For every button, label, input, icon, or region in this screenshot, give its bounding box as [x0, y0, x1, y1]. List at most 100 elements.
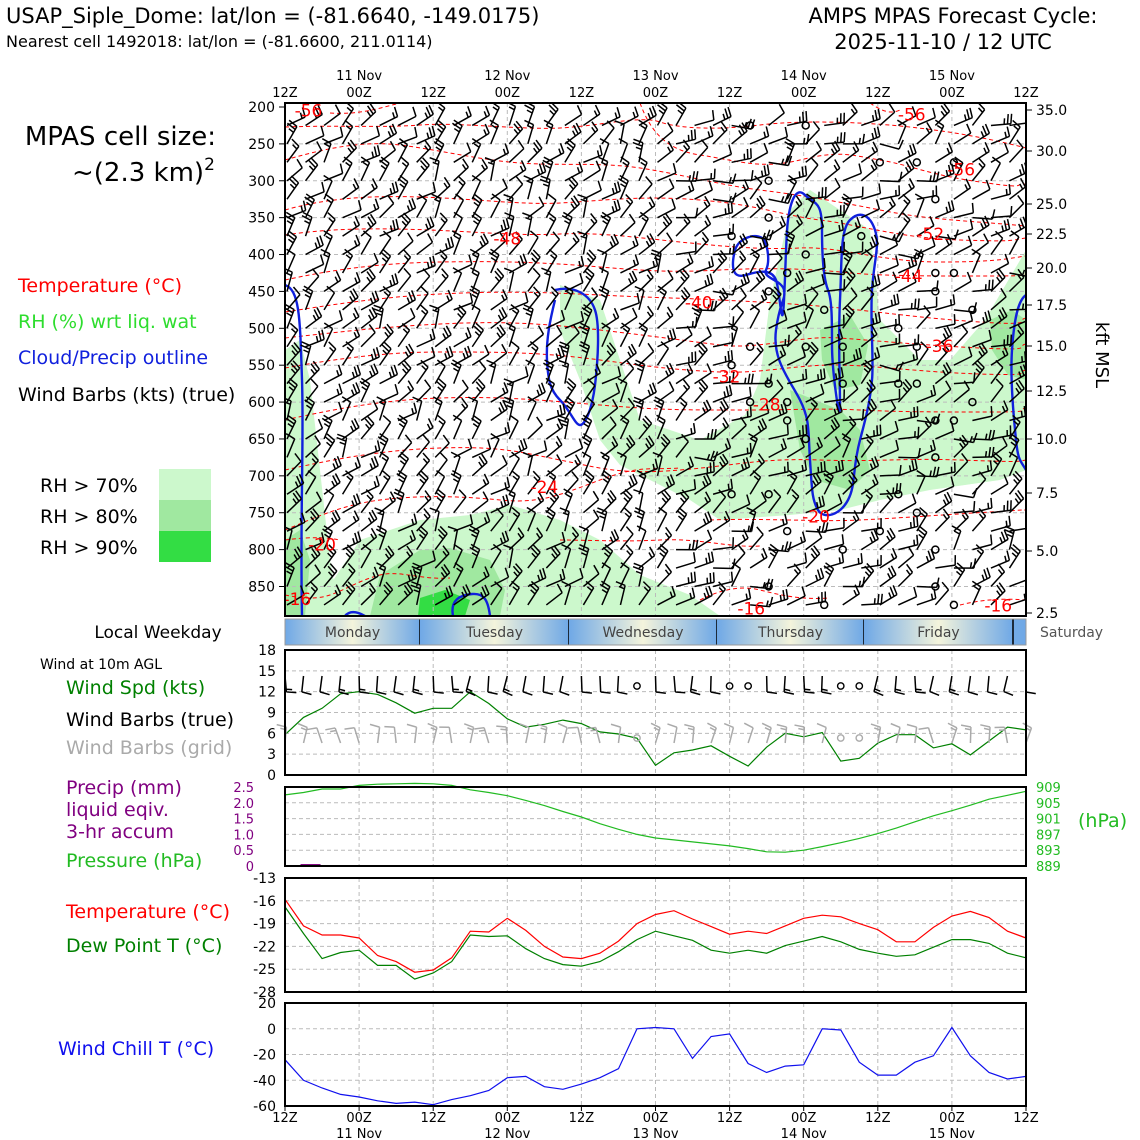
wind-barb [842, 553, 863, 569]
wind-barb [619, 414, 630, 440]
kft-tick-label: 30.0 [1036, 144, 1067, 160]
wind-barb [508, 563, 523, 587]
bottom-hour-label: 12Z [1013, 1111, 1039, 1126]
wind-barb [360, 324, 376, 348]
wind-barb [416, 182, 437, 200]
wind-barb [297, 722, 308, 744]
wind-barb [619, 507, 633, 532]
wind-barb [1008, 230, 1020, 255]
wind-barb [694, 195, 711, 219]
wind-barb [842, 471, 858, 495]
wind-barb [1009, 177, 1026, 200]
wind-barb [508, 507, 521, 532]
top-hour-label: 00Z [939, 86, 965, 101]
kft-tick-label: 2.5 [1036, 606, 1058, 622]
wind-barb [731, 494, 751, 514]
wind-barb [453, 379, 469, 403]
precip-tick-label: 0.5 [233, 844, 254, 859]
wind-barb [1008, 379, 1025, 403]
wind-barb [526, 506, 537, 532]
wind-barb [675, 456, 695, 477]
wind-barb [360, 363, 379, 385]
wind-barb [468, 525, 480, 550]
wind-barb [694, 461, 715, 477]
wind-barb [416, 433, 430, 458]
wind-barb [397, 545, 414, 569]
wind-barb [558, 359, 570, 384]
wind-barb [360, 198, 380, 219]
wind-barb [972, 497, 993, 514]
y-tick-label: 15 [258, 664, 276, 680]
wind-barb [557, 722, 568, 744]
pressure-tick-label: 400 [248, 248, 275, 264]
pressure-tick-label: 500 [248, 321, 275, 337]
wind-barb [712, 121, 728, 145]
calm-marker [633, 734, 641, 742]
wind-barb [601, 382, 621, 403]
wind-barb [601, 199, 621, 219]
wind-barb [434, 359, 446, 385]
calm-marker [633, 682, 641, 690]
wind-barb [879, 255, 899, 274]
wind-barb [990, 156, 1002, 182]
wind-barb [397, 174, 409, 200]
pressure-tick-label: 850 [248, 579, 275, 595]
calm-marker [875, 158, 885, 167]
wind-barb [397, 198, 417, 219]
wind-barb [600, 211, 612, 237]
wind-barb [582, 490, 600, 514]
wind-barb [323, 285, 336, 311]
wind-barb [786, 293, 807, 311]
wind-barb [879, 420, 899, 440]
wind-barb [471, 344, 490, 366]
wind-barb [972, 567, 991, 588]
wind-barb [731, 442, 752, 459]
wind-barb [577, 193, 588, 218]
wind-barb [451, 230, 462, 255]
wind-barb [786, 459, 808, 477]
wind-barb [509, 292, 529, 311]
wind-barb [823, 493, 843, 514]
wind-barb [305, 307, 323, 329]
wind-barb [657, 474, 676, 495]
wind-barb [527, 267, 541, 292]
wind-barb [601, 529, 620, 551]
wind-barb [581, 451, 592, 477]
wind-barb [360, 230, 372, 255]
wind-barb [397, 568, 418, 588]
wind-barb [434, 585, 454, 606]
wind-barb [561, 211, 573, 237]
wind-barb [360, 527, 378, 551]
wind-barb [342, 326, 361, 348]
wind-barb [860, 159, 878, 182]
calm-marker [725, 682, 734, 690]
wind-barb [527, 544, 541, 569]
wind-barb [598, 285, 610, 311]
temp-contour-label: -56 [947, 161, 975, 181]
wind-barb [379, 341, 392, 366]
wind-barb [768, 345, 787, 366]
wind-barb [285, 414, 297, 440]
wind-barb [397, 232, 414, 256]
wind-barb [824, 459, 845, 477]
wind-barb [416, 470, 429, 495]
kft-tick-label: 7.5 [1036, 486, 1058, 502]
wind-barb [743, 722, 754, 744]
wind-barb [342, 382, 361, 403]
wind-barb [694, 399, 712, 422]
wind-barb [786, 563, 802, 587]
wind-barb [397, 582, 414, 606]
calm-marker [931, 453, 940, 462]
wind-barb [694, 256, 715, 274]
calm-marker [855, 734, 864, 742]
wind-barb [768, 461, 789, 477]
wind-barb [712, 437, 732, 459]
weekday-label: Local Weekday [94, 623, 221, 643]
wind-barb [582, 249, 597, 274]
wind-barb [286, 377, 298, 403]
wind-barb [320, 248, 331, 274]
wind-barb [675, 552, 696, 569]
wind-barb [1025, 675, 1036, 695]
wind-barb [986, 675, 998, 696]
wind-barb [990, 500, 1012, 514]
